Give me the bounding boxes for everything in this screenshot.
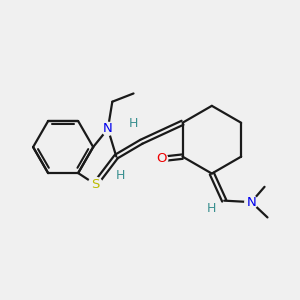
Circle shape: [101, 122, 114, 135]
Text: N: N: [103, 122, 113, 135]
Text: H: H: [128, 117, 138, 130]
Text: H: H: [207, 202, 217, 215]
Circle shape: [155, 152, 168, 166]
Circle shape: [245, 196, 258, 208]
Text: N: N: [246, 196, 256, 208]
Text: O: O: [156, 152, 166, 166]
Text: S: S: [91, 178, 99, 191]
Circle shape: [88, 177, 102, 191]
Text: H: H: [116, 169, 125, 182]
